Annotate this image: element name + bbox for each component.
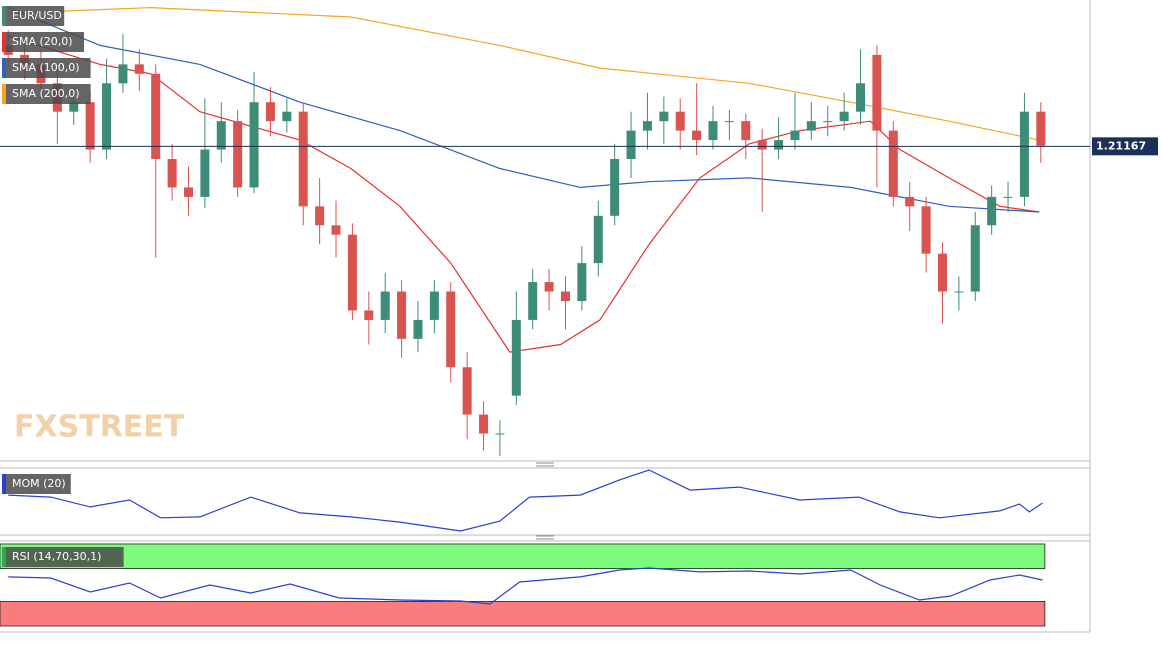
- legend-box: [2, 32, 84, 52]
- candle-body: [937, 253, 947, 292]
- candle-body: [511, 319, 521, 396]
- candle-body: [724, 121, 734, 123]
- candle-body: [102, 83, 112, 150]
- candle-body: [790, 130, 800, 141]
- candle-body: [282, 111, 292, 122]
- legend-box: [2, 84, 91, 104]
- candle-body: [593, 215, 603, 264]
- candle-body: [413, 319, 423, 339]
- candle-body: [1036, 111, 1046, 146]
- legend-swatch: [2, 32, 6, 52]
- candle-body: [692, 130, 702, 141]
- line-series: [7, 7, 1040, 213]
- candle-body: [610, 159, 620, 216]
- legend-box: [2, 58, 91, 78]
- marks-layer: [3, 6, 1046, 605]
- candle-body: [544, 282, 554, 292]
- candle-body: [347, 234, 357, 311]
- candle-body: [216, 121, 226, 150]
- candle-body: [774, 140, 784, 150]
- candle-body: [380, 291, 390, 320]
- candle-body: [806, 121, 816, 131]
- band-oversold: [0, 600, 1046, 627]
- candle-body: [167, 159, 177, 188]
- candle-body: [265, 102, 275, 122]
- candle-body: [200, 149, 210, 197]
- candle-body: [659, 111, 669, 122]
- candle-body: [446, 291, 456, 368]
- candle-body: [921, 206, 931, 254]
- candle-body: [429, 291, 439, 320]
- candle-body: [85, 102, 95, 150]
- candle-body: [954, 291, 964, 293]
- candle-body: [118, 64, 128, 84]
- candle-body: [69, 102, 79, 112]
- candle-body: [675, 111, 685, 131]
- candle-body: [315, 206, 325, 226]
- legend-box: [2, 547, 124, 567]
- candle-body: [987, 196, 997, 226]
- legend-box: [2, 474, 71, 494]
- candle-body: [495, 433, 505, 435]
- candle-body: [364, 310, 374, 320]
- candle-body: [462, 367, 472, 415]
- candle-body: [1019, 111, 1029, 197]
- legend-box: [2, 6, 65, 26]
- legend-swatch: [2, 58, 6, 78]
- legend-swatch: [2, 6, 6, 26]
- candle-body: [479, 414, 489, 434]
- legend-swatch: [2, 474, 6, 494]
- candle-body: [970, 225, 980, 292]
- candle-body: [872, 54, 882, 131]
- candle-body: [233, 121, 243, 188]
- candle-body: [905, 196, 915, 207]
- line-series: [8, 567, 1043, 605]
- candle-body: [397, 291, 407, 339]
- candle-body: [249, 102, 259, 188]
- candle-body: [298, 111, 308, 207]
- candle-body: [151, 73, 161, 160]
- candle-body: [331, 225, 341, 235]
- legend-label: EUR/USD: [12, 9, 62, 22]
- last-price-label: 1.21167: [1096, 139, 1146, 152]
- band-overbought: [0, 543, 1046, 569]
- candle-body: [642, 121, 652, 131]
- legend-swatch: [2, 84, 6, 104]
- legend-label: SMA (20,0): [12, 35, 73, 48]
- candle-body: [577, 263, 587, 301]
- overlay-layer: 1.21167 EUR/USD SMA (20,0) SMA (100,0) SMA (…: [0, 6, 1158, 567]
- line-series: [8, 469, 1043, 532]
- legend-label: SMA (200,0): [12, 87, 80, 100]
- candle-body: [560, 291, 570, 301]
- candle-body: [528, 282, 538, 320]
- grid-layer: [0, 543, 1046, 627]
- candle-body: [1003, 196, 1013, 198]
- watermark: FXSTREET: [14, 410, 185, 445]
- candle-body: [823, 121, 833, 123]
- candle-body: [134, 64, 144, 74]
- candle-body: [708, 121, 718, 141]
- resize-handle[interactable]: [536, 462, 554, 467]
- candle-body: [856, 83, 866, 112]
- legend-label: SMA (100,0): [12, 61, 80, 74]
- legend-label: MOM (20): [12, 477, 66, 490]
- line-series: [8, 6, 1040, 141]
- candle-body: [741, 121, 751, 141]
- legend-label: RSI (14,70,30,1): [12, 550, 101, 563]
- candle-body: [626, 130, 636, 160]
- candle-body: [183, 187, 194, 197]
- last-price-box: [1092, 137, 1158, 156]
- legend-swatch: [2, 547, 6, 567]
- candle-body: [888, 130, 898, 197]
- candle-body: [757, 140, 767, 150]
- resize-handle[interactable]: [536, 535, 554, 540]
- candle-body: [839, 111, 849, 122]
